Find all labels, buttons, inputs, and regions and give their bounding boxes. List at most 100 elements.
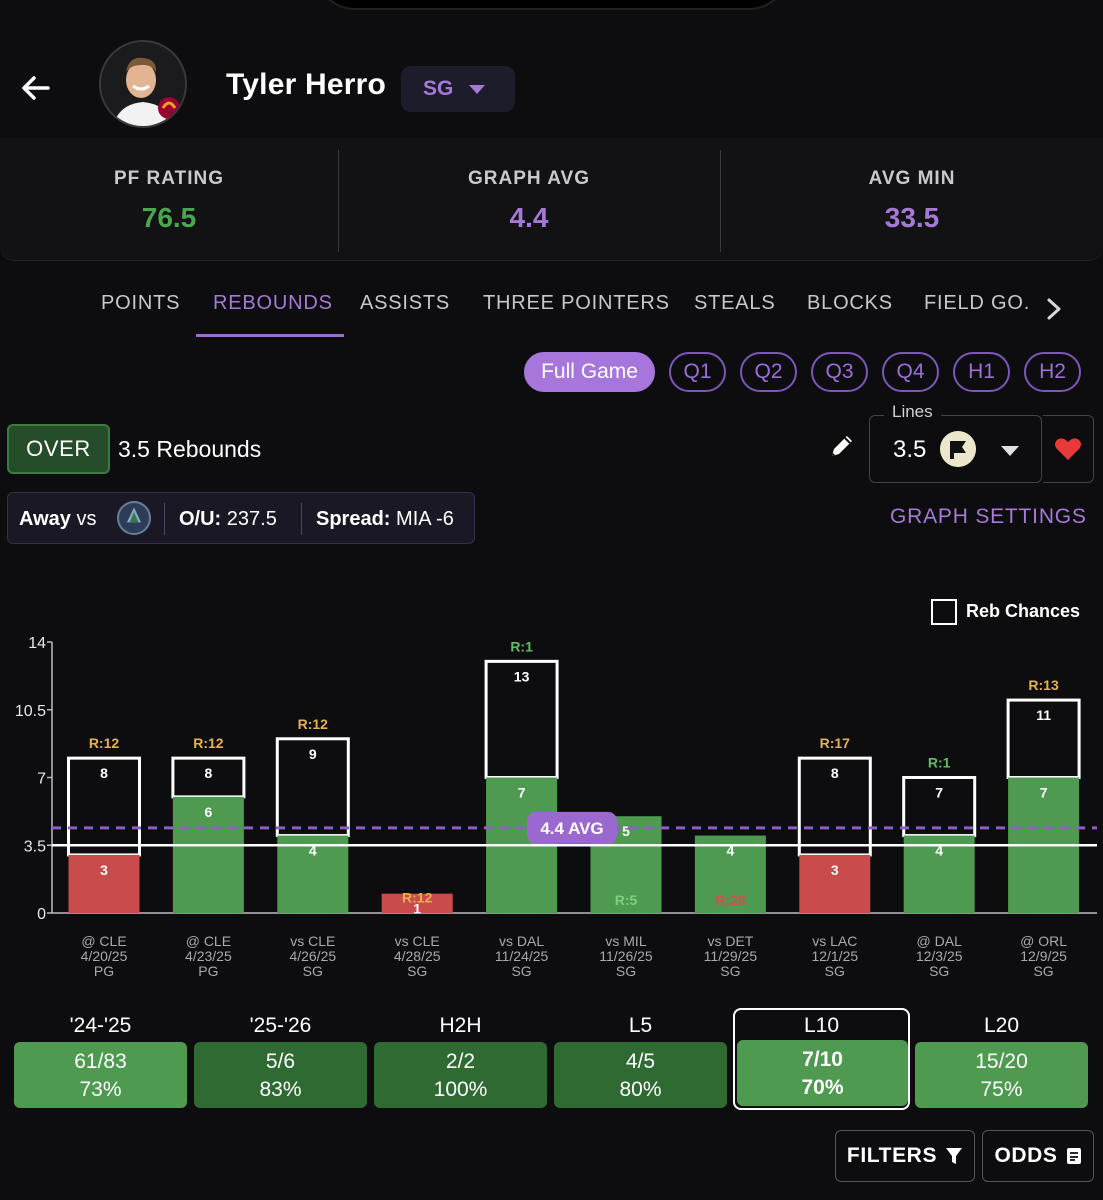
tab-rebounds[interactable]: REBOUNDS <box>213 292 333 314</box>
rank-label: R:28 <box>715 892 746 908</box>
stat-graph-avg: GRAPH AVG 4.4 <box>339 138 719 260</box>
split-pct: 83% <box>259 1078 302 1101</box>
split-record: 61/83 <box>74 1050 127 1073</box>
opponent-logo-icon <box>117 501 151 535</box>
tab-blocks[interactable]: BLOCKS <box>807 292 893 314</box>
over-under-toggle[interactable]: OVER <box>7 424 110 474</box>
divider <box>720 150 721 252</box>
filters-label: FILTERS <box>846 1144 938 1167</box>
x-tick-label: @ DAL <box>917 933 963 949</box>
x-tick-label: PG <box>198 963 218 979</box>
reb-chances-checkbox[interactable] <box>931 599 957 625</box>
rebound-value-label: 1 <box>413 901 421 917</box>
average-badge-label: 4.4 AVG <box>540 819 603 838</box>
arrow-left-icon[interactable] <box>18 70 54 106</box>
x-tick-label: @ ORL <box>1020 933 1067 949</box>
active-tab-indicator <box>196 334 344 337</box>
lines-dropdown[interactable] <box>869 415 1042 483</box>
rebound-value-label: 3 <box>100 862 108 878</box>
tab-points[interactable]: POINTS <box>101 292 181 314</box>
period-q4[interactable]: Q4 <box>882 352 939 392</box>
position-value: SG <box>423 77 454 100</box>
receipt-icon <box>1066 1148 1081 1164</box>
rebound-value-label: 4 <box>935 843 943 859</box>
chances-label: 11 <box>1036 707 1051 723</box>
split-record: 4/5 <box>625 1050 656 1073</box>
split-pct: 70% <box>801 1076 844 1099</box>
rebound-bar <box>903 835 975 913</box>
divider <box>164 503 165 535</box>
rank-label: R:12 <box>89 735 120 751</box>
tab-assists[interactable]: ASSISTS <box>360 292 451 314</box>
split-box: 4/5 80% <box>554 1042 727 1108</box>
chances-label: 9 <box>309 746 317 762</box>
split-record: 7/10 <box>802 1048 843 1071</box>
chances-bar <box>902 776 977 838</box>
player-name: Tyler Herro <box>226 68 387 101</box>
split-pct: 73% <box>79 1078 122 1101</box>
x-tick-label: 4/20/25 <box>81 948 128 964</box>
period-h1[interactable]: H1 <box>953 352 1010 392</box>
y-tick-label: 3.5 <box>24 838 46 855</box>
x-tick-label: SG <box>1033 963 1053 979</box>
x-tick-label: SG <box>720 963 740 979</box>
chances-label: 8 <box>831 765 839 781</box>
x-tick-label: 12/3/25 <box>916 948 963 964</box>
split-l5[interactable]: L5 4/5 80% <box>554 1010 727 1110</box>
stat-label: GRAPH AVG <box>468 168 590 189</box>
player-headshot-icon <box>101 42 185 126</box>
x-tick-label: vs MIL <box>605 933 646 949</box>
chances-bar <box>797 756 872 857</box>
rebound-bar <box>172 796 244 913</box>
funnel-icon <box>946 1148 963 1164</box>
period-q1[interactable]: Q1 <box>669 352 726 392</box>
y-tick-label: 10.5 <box>15 703 46 720</box>
average-badge <box>527 811 617 844</box>
filters-button[interactable]: FILTERS <box>835 1130 975 1182</box>
avatar <box>99 40 187 128</box>
rebound-bar <box>694 835 766 913</box>
x-tick-label: SG <box>511 963 531 979</box>
rank-label: R:12 <box>298 716 329 732</box>
chances-bar <box>275 737 350 838</box>
chances-bar <box>67 756 141 857</box>
period-h2[interactable]: H2 <box>1024 352 1081 392</box>
split-l20[interactable]: L20 15/20 75% <box>915 1010 1088 1110</box>
split-2024-25[interactable]: '24-'25 61/83 73% <box>14 1010 187 1110</box>
period-q3[interactable]: Q3 <box>811 352 868 392</box>
stat-tabs: POINTS REBOUNDS ASSISTS THREE POINTERS S… <box>0 282 1103 338</box>
position-dropdown[interactable]: SG <box>401 66 515 112</box>
odds-button[interactable]: ODDS <box>982 1130 1094 1182</box>
split-h2h[interactable]: H2H 2/2 100% <box>374 1010 547 1110</box>
period-q2[interactable]: Q2 <box>740 352 797 392</box>
split-label: '24-'25 <box>69 1014 132 1037</box>
split-2025-26[interactable]: '25-'26 5/6 83% <box>194 1010 367 1110</box>
x-tick-label: vs DAL <box>499 933 544 949</box>
x-tick-label: PG <box>94 963 114 979</box>
graph-settings-link[interactable]: GRAPH SETTINGS <box>890 505 1087 528</box>
rebound-value-label: 4 <box>309 843 317 859</box>
rebound-value-label: 7 <box>518 785 526 801</box>
split-pct: 75% <box>980 1078 1023 1101</box>
split-l10[interactable]: L10 7/10 70% <box>733 1008 910 1110</box>
rank-label: R:12 <box>402 890 433 906</box>
tab-steals[interactable]: STEALS <box>694 292 776 314</box>
favorite-button[interactable] <box>1043 415 1094 483</box>
chevron-right-icon[interactable] <box>1042 294 1066 324</box>
split-label: H2H <box>439 1014 482 1037</box>
chances-label: 8 <box>205 765 213 781</box>
tab-field-goals[interactable]: FIELD GO. <box>924 292 1031 314</box>
tab-three-pointers[interactable]: THREE POINTERS <box>483 292 670 314</box>
x-tick-label: vs CLE <box>395 933 440 949</box>
rank-label: R:1 <box>510 638 533 654</box>
rebound-value-label: 6 <box>205 804 213 820</box>
pencil-icon[interactable] <box>826 430 858 462</box>
period-full-game[interactable]: Full Game <box>524 352 655 392</box>
caret-down-icon <box>469 84 486 94</box>
rebound-value-label: 3 <box>831 862 839 878</box>
split-label: '25-'26 <box>249 1014 312 1037</box>
x-tick-label: 4/26/25 <box>289 948 336 964</box>
period-selector: Full Game Q1 Q2 Q3 Q4 H1 H2 <box>0 352 1103 394</box>
x-tick-label: 11/24/25 <box>495 948 549 964</box>
